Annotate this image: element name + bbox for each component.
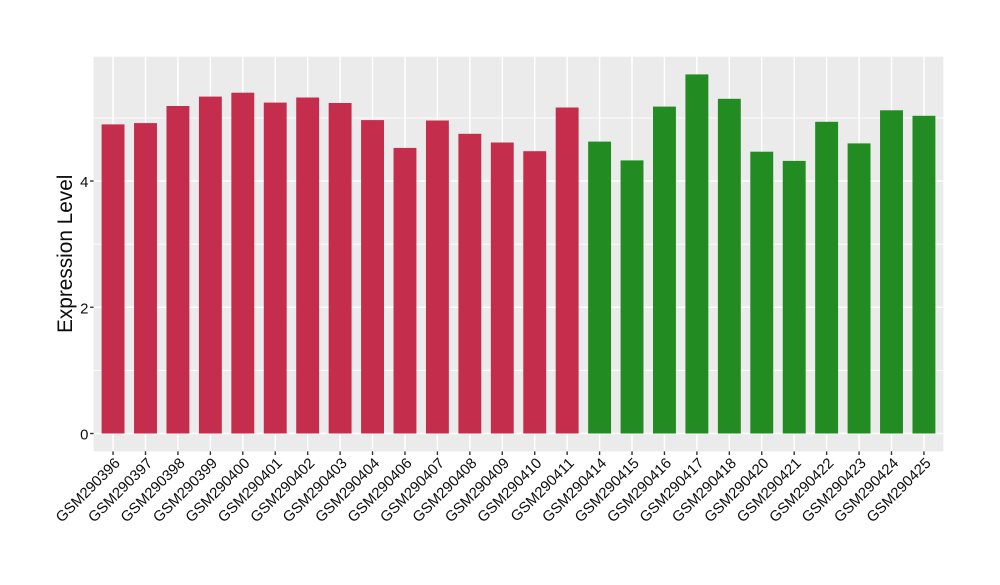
- svg-text:2: 2: [80, 301, 88, 317]
- svg-text:4: 4: [80, 175, 88, 191]
- svg-text:Expression Level: Expression Level: [54, 175, 77, 333]
- svg-text:0: 0: [80, 428, 88, 444]
